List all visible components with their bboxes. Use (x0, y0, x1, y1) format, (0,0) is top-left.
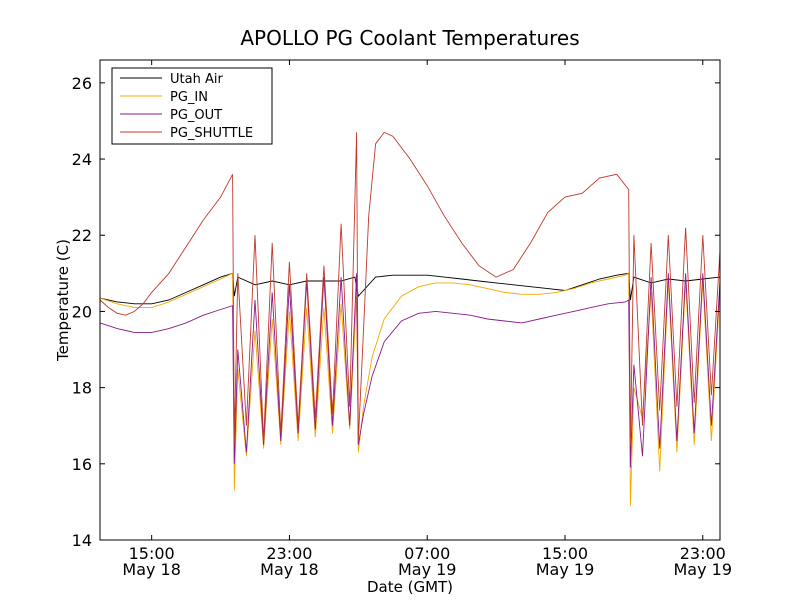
y-tick-label: 16 (72, 455, 92, 474)
y-tick-label: 20 (72, 302, 92, 321)
chart-title: APOLLO PG Coolant Temperatures (240, 26, 579, 50)
series-line-pg-out (99, 273, 721, 468)
series-line-pg-shuttle (99, 131, 721, 445)
x-tick-label-date: May 19 (536, 560, 595, 579)
plot-lines (99, 131, 721, 506)
series-line-utah-air (99, 272, 721, 305)
x-tick-label-date: May 19 (398, 560, 457, 579)
legend-label: Utah Air (170, 72, 223, 87)
y-tick-label: 18 (72, 379, 92, 398)
x-tick-label-time: 23:00 (680, 544, 726, 563)
series-line-pg-in (99, 272, 721, 506)
y-tick-label: 24 (72, 150, 92, 169)
y-tick-label: 26 (72, 74, 92, 93)
x-axis-label: Date (GMT) (367, 578, 453, 596)
legend: Utah Air PG_IN PG_OUT PG_SHUTTLE (111, 67, 273, 145)
x-tick-label-time: 15:00 (129, 544, 175, 563)
legend-label: PG_IN (170, 90, 208, 105)
legend-label: PG_OUT (170, 108, 222, 123)
legend-box (111, 67, 273, 145)
y-axis-label: Temperature (C) (54, 239, 72, 362)
y-tick-label: 22 (72, 226, 92, 245)
x-tick-label-date: May 19 (674, 560, 733, 579)
x-tick-label-time: 23:00 (266, 544, 312, 563)
x-tick-label-time: 07:00 (404, 544, 450, 563)
legend-label: PG_SHUTTLE (170, 126, 253, 141)
x-tick-label-date: May 18 (122, 560, 181, 579)
x-tick-label-time: 15:00 (542, 544, 588, 563)
y-tick-label: 14 (72, 531, 92, 550)
y-axis-ticks: 14 16 18 20 22 24 26 (72, 74, 720, 550)
plot-frame (99, 59, 721, 541)
x-tick-label-date: May 18 (260, 560, 319, 579)
